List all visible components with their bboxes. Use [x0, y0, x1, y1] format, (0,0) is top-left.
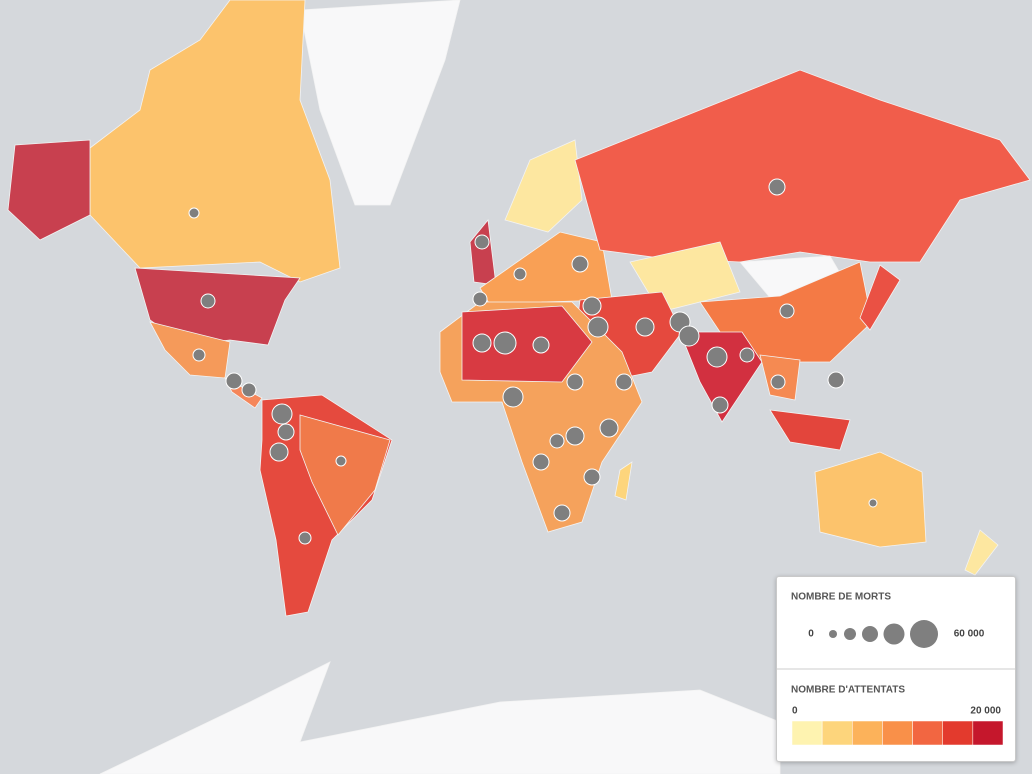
- legend: NOMBRE DE MORTS 0 60 000 NOMBRE D'ATTENT…: [776, 576, 1016, 762]
- new-zealand: [964, 529, 999, 576]
- size-sample: [844, 628, 856, 640]
- attacks-max: 20 000: [970, 706, 1001, 717]
- canada: [89, 0, 341, 283]
- brazil: [299, 414, 391, 536]
- mexico: [149, 321, 231, 379]
- size-sample: [910, 620, 938, 648]
- deaths-min: 0: [808, 629, 814, 640]
- deaths-title: NOMBRE DE MORTS: [791, 592, 891, 603]
- deaths-max: 60 000: [954, 629, 985, 640]
- attacks-min: 0: [792, 706, 798, 717]
- size-sample: [883, 623, 905, 645]
- color-swatch: [852, 720, 883, 746]
- color-swatch: [821, 720, 853, 746]
- greenland: [299, 0, 461, 206]
- japan: [859, 264, 901, 331]
- color-swatch: [882, 720, 913, 746]
- madagascar: [614, 461, 633, 501]
- color-swatch: [912, 720, 943, 746]
- size-sample: [829, 630, 837, 638]
- alaska: [7, 139, 91, 241]
- color-swatch: [972, 720, 1004, 746]
- attacks-title: NOMBRE D'ATTENTATS: [791, 685, 905, 696]
- color-swatch: [791, 720, 823, 746]
- north-africa: [461, 305, 593, 383]
- color-scale: [791, 720, 1004, 746]
- color-swatch: [942, 720, 974, 746]
- indonesia: [769, 409, 851, 451]
- bubbles: [188, 178, 878, 545]
- size-sample: [862, 626, 878, 642]
- legend-svg: NOMBRE DE MORTS 0 60 000 NOMBRE D'ATTENT…: [777, 592, 1015, 746]
